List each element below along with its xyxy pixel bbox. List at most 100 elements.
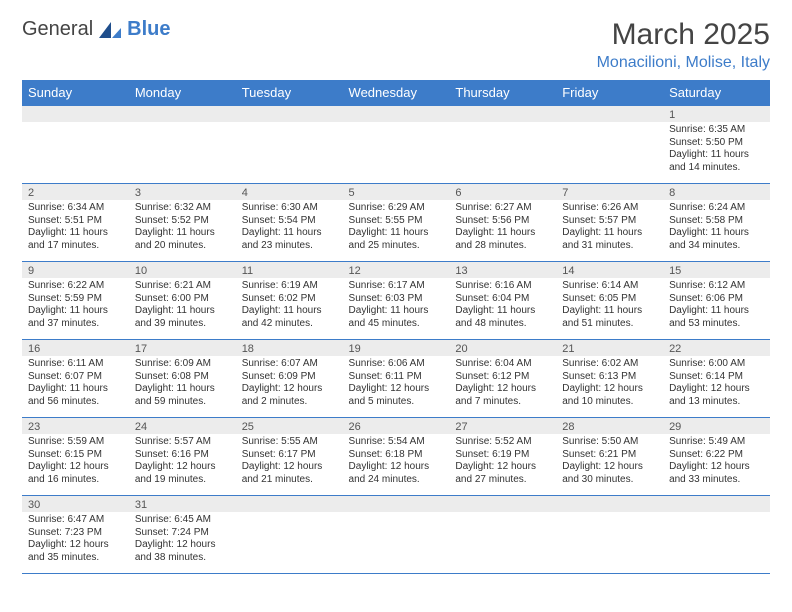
- header-bar: General Blue March 2025 Monacilioni, Mol…: [22, 18, 770, 72]
- calendar-cell: 28Sunrise: 5:50 AMSunset: 6:21 PMDayligh…: [556, 418, 663, 496]
- day-number: [663, 496, 770, 512]
- sunset-text: Sunset: 6:17 PM: [242, 449, 337, 462]
- sunrise-text: Sunrise: 6:00 AM: [669, 358, 764, 371]
- day-details: Sunrise: 6:29 AMSunset: 5:55 PMDaylight:…: [343, 200, 450, 256]
- day-details: Sunrise: 6:02 AMSunset: 6:13 PMDaylight:…: [556, 356, 663, 412]
- day-number: 1: [663, 106, 770, 122]
- day-header: Friday: [556, 80, 663, 106]
- day-number: 30: [22, 496, 129, 512]
- sunset-text: Sunset: 6:09 PM: [242, 371, 337, 384]
- day-number: 13: [449, 262, 556, 278]
- sunset-text: Sunset: 5:56 PM: [455, 215, 550, 228]
- calendar-cell: 23Sunrise: 5:59 AMSunset: 6:15 PMDayligh…: [22, 418, 129, 496]
- day-details: Sunrise: 6:06 AMSunset: 6:11 PMDaylight:…: [343, 356, 450, 412]
- sunset-text: Sunset: 5:57 PM: [562, 215, 657, 228]
- day-header: Wednesday: [343, 80, 450, 106]
- calendar-cell: 7Sunrise: 6:26 AMSunset: 5:57 PMDaylight…: [556, 184, 663, 262]
- calendar-cell: 27Sunrise: 5:52 AMSunset: 6:19 PMDayligh…: [449, 418, 556, 496]
- daylight-text: Daylight: 12 hours and 21 minutes.: [242, 461, 337, 486]
- daylight-text: Daylight: 12 hours and 13 minutes.: [669, 383, 764, 408]
- day-details: Sunrise: 6:19 AMSunset: 6:02 PMDaylight:…: [236, 278, 343, 334]
- location-subtitle: Monacilioni, Molise, Italy: [597, 54, 770, 72]
- day-number: 15: [663, 262, 770, 278]
- sunrise-text: Sunrise: 5:59 AM: [28, 436, 123, 449]
- sunrise-text: Sunrise: 6:24 AM: [669, 202, 764, 215]
- day-details: Sunrise: 6:30 AMSunset: 5:54 PMDaylight:…: [236, 200, 343, 256]
- day-header: Tuesday: [236, 80, 343, 106]
- calendar-cell: 14Sunrise: 6:14 AMSunset: 6:05 PMDayligh…: [556, 262, 663, 340]
- sunrise-text: Sunrise: 5:49 AM: [669, 436, 764, 449]
- day-details: Sunrise: 6:34 AMSunset: 5:51 PMDaylight:…: [22, 200, 129, 256]
- calendar-week: 2Sunrise: 6:34 AMSunset: 5:51 PMDaylight…: [22, 184, 770, 262]
- calendar-cell: 20Sunrise: 6:04 AMSunset: 6:12 PMDayligh…: [449, 340, 556, 418]
- day-number: 29: [663, 418, 770, 434]
- day-number: 17: [129, 340, 236, 356]
- calendar-cell: 6Sunrise: 6:27 AMSunset: 5:56 PMDaylight…: [449, 184, 556, 262]
- calendar-cell: [343, 496, 450, 574]
- header-right: March 2025 Monacilioni, Molise, Italy: [597, 18, 770, 72]
- sunrise-text: Sunrise: 6:06 AM: [349, 358, 444, 371]
- day-number: 7: [556, 184, 663, 200]
- calendar-cell: 29 Sunrise: 5:49 AMSunset: 6:22 PMDayligh…: [663, 418, 770, 496]
- day-number: 26: [343, 418, 450, 434]
- calendar-cell: 1Sunrise: 6:35 AMSunset: 5:50 PMDaylight…: [663, 106, 770, 184]
- sunset-text: Sunset: 6:22 PM: [669, 449, 764, 462]
- sunrise-text: Sunrise: 6:02 AM: [562, 358, 657, 371]
- day-number: 22: [663, 340, 770, 356]
- sunset-text: Sunset: 7:24 PM: [135, 527, 230, 540]
- daylight-text: Daylight: 11 hours and 17 minutes.: [28, 227, 123, 252]
- daylight-text: Daylight: 11 hours and 45 minutes.: [349, 305, 444, 330]
- day-number: [556, 496, 663, 512]
- logo: General Blue: [22, 18, 171, 41]
- sunrise-text: Sunrise: 6:30 AM: [242, 202, 337, 215]
- day-details: Sunrise: 6:14 AMSunset: 6:05 PMDaylight:…: [556, 278, 663, 334]
- daylight-text: Daylight: 12 hours and 5 minutes.: [349, 383, 444, 408]
- sunrise-text: Sunrise: 6:07 AM: [242, 358, 337, 371]
- daylight-text: Daylight: 12 hours and 33 minutes.: [669, 461, 764, 486]
- day-number: 8: [663, 184, 770, 200]
- calendar-header-row: SundayMondayTuesdayWednesdayThursdayFrid…: [22, 80, 770, 106]
- sunrise-text: Sunrise: 6:11 AM: [28, 358, 123, 371]
- calendar-cell: 19Sunrise: 6:06 AMSunset: 6:11 PMDayligh…: [343, 340, 450, 418]
- day-number: 4: [236, 184, 343, 200]
- day-number: 3: [129, 184, 236, 200]
- day-details: Sunrise: 6:12 AMSunset: 6:06 PMDaylight:…: [663, 278, 770, 334]
- day-number: 27: [449, 418, 556, 434]
- day-number: 11: [236, 262, 343, 278]
- day-number: 21: [556, 340, 663, 356]
- day-number: 2: [22, 184, 129, 200]
- calendar-cell: [129, 106, 236, 184]
- sunset-text: Sunset: 5:54 PM: [242, 215, 337, 228]
- calendar-cell: 13Sunrise: 6:16 AMSunset: 6:04 PMDayligh…: [449, 262, 556, 340]
- sunrise-text: Sunrise: 6:09 AM: [135, 358, 230, 371]
- calendar-cell: [236, 106, 343, 184]
- day-number: [236, 496, 343, 512]
- day-number: 12: [343, 262, 450, 278]
- sunrise-text: Sunrise: 6:16 AM: [455, 280, 550, 293]
- sunset-text: Sunset: 6:00 PM: [135, 293, 230, 306]
- day-details: Sunrise: 6:47 AMSunset: 7:23 PMDaylight:…: [22, 512, 129, 568]
- sunrise-text: Sunrise: 6:29 AM: [349, 202, 444, 215]
- sunrise-text: Sunrise: 6:17 AM: [349, 280, 444, 293]
- calendar-cell: [343, 106, 450, 184]
- calendar-cell: [556, 496, 663, 574]
- calendar-week: 23Sunrise: 5:59 AMSunset: 6:15 PMDayligh…: [22, 418, 770, 496]
- sunrise-text: Sunrise: 6:22 AM: [28, 280, 123, 293]
- day-number: 28: [556, 418, 663, 434]
- sunrise-text: Sunrise: 6:32 AM: [135, 202, 230, 215]
- daylight-text: Daylight: 11 hours and 20 minutes.: [135, 227, 230, 252]
- sunset-text: Sunset: 7:23 PM: [28, 527, 123, 540]
- day-number: [449, 496, 556, 512]
- sunset-text: Sunset: 5:59 PM: [28, 293, 123, 306]
- calendar-cell: 22 Sunrise: 6:00 AMSunset: 6:14 PMDayligh…: [663, 340, 770, 418]
- daylight-text: Daylight: 11 hours and 56 minutes.: [28, 383, 123, 408]
- day-number: [343, 496, 450, 512]
- sunrise-text: Sunrise: 6:04 AM: [455, 358, 550, 371]
- daylight-text: Daylight: 11 hours and 53 minutes.: [669, 305, 764, 330]
- day-number: 18: [236, 340, 343, 356]
- day-details: Sunrise: 6:16 AMSunset: 6:04 PMDaylight:…: [449, 278, 556, 334]
- sunrise-text: Sunrise: 5:55 AM: [242, 436, 337, 449]
- sunset-text: Sunset: 5:50 PM: [669, 137, 764, 150]
- sunset-text: Sunset: 6:14 PM: [669, 371, 764, 384]
- day-details: Sunrise: 5:52 AMSunset: 6:19 PMDaylight:…: [449, 434, 556, 490]
